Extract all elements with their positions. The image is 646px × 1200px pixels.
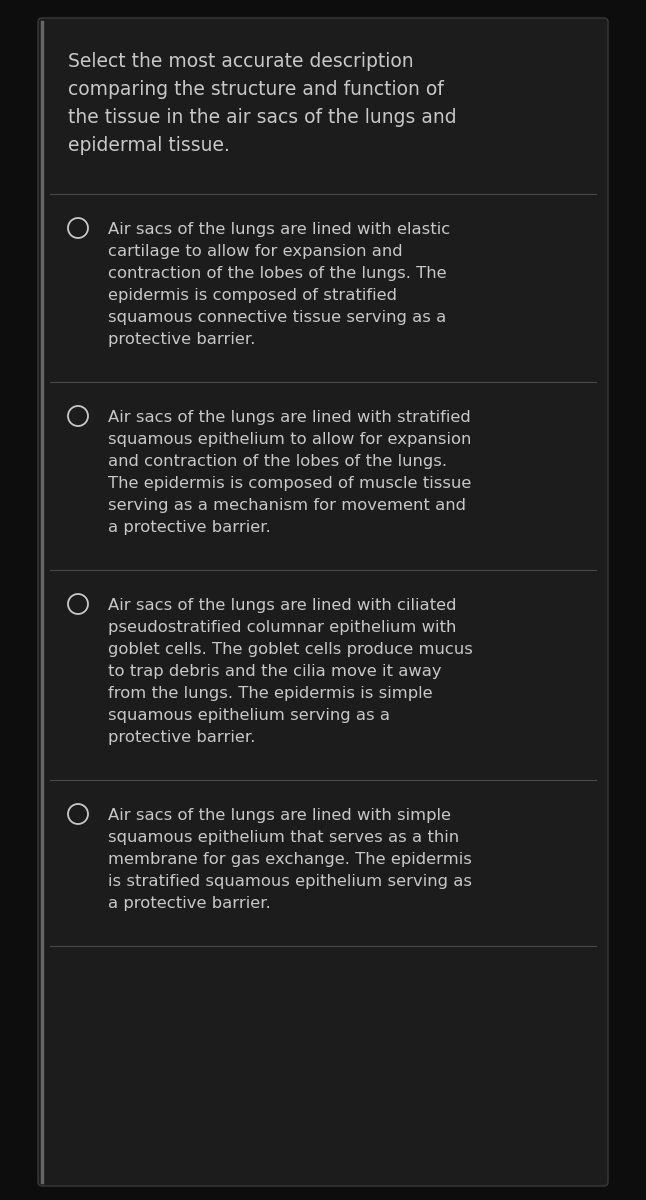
Text: Air sacs of the lungs are lined with stratified: Air sacs of the lungs are lined with str… (108, 410, 471, 425)
Text: Air sacs of the lungs are lined with ciliated: Air sacs of the lungs are lined with cil… (108, 598, 457, 613)
Text: The epidermis is composed of muscle tissue: The epidermis is composed of muscle tiss… (108, 476, 472, 491)
Text: squamous epithelium that serves as a thin: squamous epithelium that serves as a thi… (108, 830, 459, 845)
Text: to trap debris and the cilia move it away: to trap debris and the cilia move it awa… (108, 664, 442, 679)
Text: membrane for gas exchange. The epidermis: membrane for gas exchange. The epidermis (108, 852, 472, 866)
Text: the tissue in the air sacs of the lungs and: the tissue in the air sacs of the lungs … (68, 108, 457, 127)
Text: Air sacs of the lungs are lined with simple: Air sacs of the lungs are lined with sim… (108, 808, 451, 823)
Text: squamous epithelium to allow for expansion: squamous epithelium to allow for expansi… (108, 432, 472, 446)
Text: serving as a mechanism for movement and: serving as a mechanism for movement and (108, 498, 466, 514)
Text: cartilage to allow for expansion and: cartilage to allow for expansion and (108, 244, 402, 259)
Text: squamous epithelium serving as a: squamous epithelium serving as a (108, 708, 390, 722)
Text: protective barrier.: protective barrier. (108, 332, 255, 347)
Text: goblet cells. The goblet cells produce mucus: goblet cells. The goblet cells produce m… (108, 642, 473, 658)
FancyBboxPatch shape (38, 18, 608, 1186)
Text: epidermal tissue.: epidermal tissue. (68, 136, 230, 155)
Text: Select the most accurate description: Select the most accurate description (68, 52, 413, 71)
Text: squamous connective tissue serving as a: squamous connective tissue serving as a (108, 310, 446, 325)
Text: and contraction of the lobes of the lungs.: and contraction of the lobes of the lung… (108, 454, 447, 469)
Text: contraction of the lobes of the lungs. The: contraction of the lobes of the lungs. T… (108, 266, 446, 281)
Text: is stratified squamous epithelium serving as: is stratified squamous epithelium servin… (108, 874, 472, 889)
Text: comparing the structure and function of: comparing the structure and function of (68, 80, 444, 98)
Text: Air sacs of the lungs are lined with elastic: Air sacs of the lungs are lined with ela… (108, 222, 450, 236)
Text: protective barrier.: protective barrier. (108, 730, 255, 745)
Text: pseudostratified columnar epithelium with: pseudostratified columnar epithelium wit… (108, 620, 456, 635)
Text: a protective barrier.: a protective barrier. (108, 896, 271, 911)
Text: from the lungs. The epidermis is simple: from the lungs. The epidermis is simple (108, 686, 433, 701)
Text: epidermis is composed of stratified: epidermis is composed of stratified (108, 288, 397, 302)
Text: a protective barrier.: a protective barrier. (108, 520, 271, 535)
